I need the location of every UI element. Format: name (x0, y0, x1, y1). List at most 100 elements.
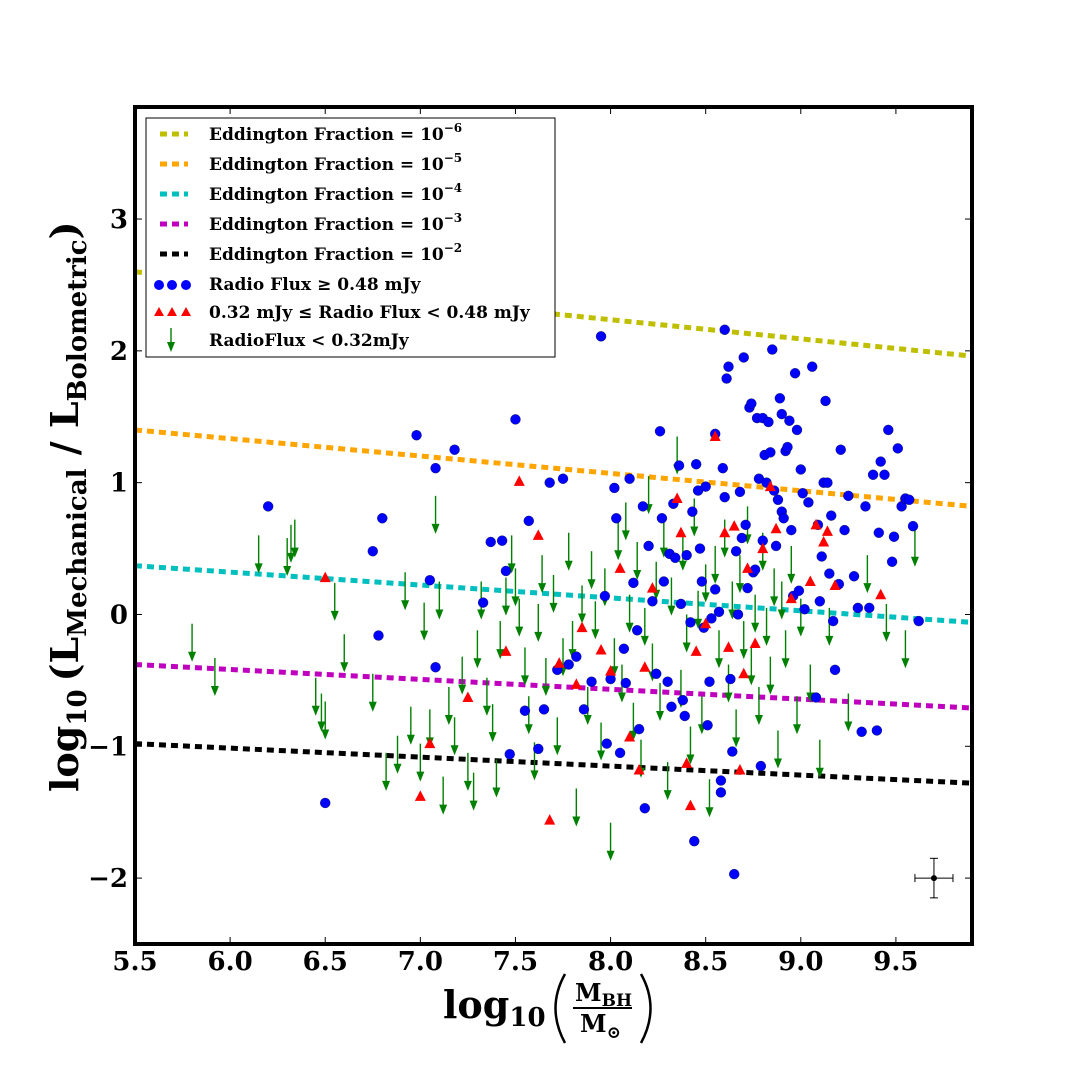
data-point-triangle (738, 668, 749, 679)
data-point-circle (695, 544, 705, 554)
data-point-circle (609, 483, 619, 493)
data-point-upper-limit (633, 542, 641, 580)
data-point-circle (798, 488, 808, 498)
arrow-head (614, 550, 622, 560)
arrow-head (515, 627, 523, 637)
data-point-upper-limit (521, 647, 529, 685)
arrow-head (679, 561, 687, 571)
arrow-head (588, 579, 596, 589)
data-point-circle (520, 706, 530, 716)
data-point-triangle (719, 527, 730, 538)
data-point-upper-limit (211, 658, 219, 696)
data-point-circle (663, 677, 673, 687)
data-point-upper-limit (515, 599, 523, 637)
data-point-upper-limit (401, 572, 409, 610)
data-point-upper-limit (439, 777, 447, 815)
arrow-head (511, 596, 519, 606)
data-point-upper-limit (763, 608, 771, 646)
data-point-circle (539, 704, 549, 714)
legend: Eddington Fraction = 10−6Eddington Fract… (146, 118, 555, 357)
data-point-circle (733, 609, 743, 619)
arrow-head (702, 592, 710, 602)
data-point-circle (879, 470, 889, 480)
x-tick-label: 6.0 (207, 947, 252, 977)
data-point-circle (685, 617, 695, 627)
data-point-circle (794, 586, 804, 596)
error-bar-center (931, 875, 937, 881)
data-point-circle (889, 532, 899, 542)
data-point-circle (803, 497, 813, 507)
data-point-upper-limit (572, 788, 580, 826)
legend-label-text: Eddington Fraction = 10 (209, 125, 444, 145)
data-point-upper-limit (331, 583, 339, 621)
arrow-head (755, 715, 763, 725)
data-point-circle (647, 596, 657, 606)
arrow-head (641, 636, 649, 646)
data-point-circle (701, 482, 711, 492)
data-point-circle (425, 575, 435, 585)
data-point-circle (743, 583, 753, 593)
data-point-circle (478, 598, 488, 608)
data-point-circle (737, 533, 747, 543)
legend-label: Eddington Fraction = 10−3 (209, 211, 462, 235)
data-points-layer (188, 325, 924, 879)
data-point-circle (678, 695, 688, 705)
y-axis-title-sub-bolometric: Bolometric (63, 239, 93, 401)
legend-label: Eddington Fraction = 10−5 (209, 151, 462, 175)
data-point-circle (676, 599, 686, 609)
arrow-head (550, 603, 558, 613)
arrow-head (797, 627, 805, 637)
data-point-circle (510, 414, 520, 424)
data-point-circle (505, 749, 515, 759)
data-point-circle (564, 660, 574, 670)
data-point-circle (811, 693, 821, 703)
arrow-head (782, 658, 790, 668)
y-tick-label: 1 (110, 469, 128, 499)
arrow-head (420, 631, 428, 641)
data-point-circle (773, 495, 783, 505)
data-point-upper-limit (778, 582, 786, 620)
data-point-upper-limit (451, 717, 459, 755)
arrow-head (778, 610, 786, 620)
y-axis-title: log10(LMechanical / LBolometric) (42, 221, 93, 792)
data-point-upper-limit (553, 717, 561, 755)
arrow-head (542, 686, 550, 696)
arrow-head (331, 611, 339, 621)
data-point-upper-limit (614, 522, 622, 560)
data-point-upper-limit (458, 657, 466, 695)
data-point-circle (545, 478, 555, 488)
arrow-head (911, 557, 919, 567)
data-point-upper-limit (188, 624, 196, 662)
data-point-upper-limit (911, 529, 919, 567)
y-tick-label: 2 (110, 337, 128, 367)
arrow-head (618, 693, 626, 703)
arrow-head (477, 610, 485, 620)
data-point-circle (756, 761, 766, 771)
data-point-circle (800, 604, 810, 614)
arrow-head (489, 732, 497, 742)
data-point-circle (765, 447, 775, 457)
arrow-head (470, 801, 478, 811)
data-point-circle (450, 445, 460, 455)
arrow-head (416, 772, 424, 782)
data-point-upper-limit (420, 603, 428, 641)
eddington-line (135, 744, 972, 784)
data-point-upper-limit (740, 621, 748, 659)
x-axis-title: log10 MBH M⊙ (443, 974, 651, 1043)
data-point-triangle (734, 764, 745, 775)
data-point-circle (735, 487, 745, 497)
data-point-circle (807, 362, 817, 372)
data-point-circle (739, 352, 749, 362)
svg-text:M⊙: M⊙ (580, 1009, 621, 1043)
data-point-circle (579, 704, 589, 714)
data-point-circle (263, 501, 273, 511)
data-point-upper-limit (747, 647, 755, 685)
data-point-circle (666, 702, 676, 712)
arrow-head (530, 770, 538, 780)
data-point-circle (826, 511, 836, 521)
arrow-head (565, 561, 573, 571)
data-point-circle (822, 478, 832, 488)
data-point-circle (558, 474, 568, 484)
y-axis-title-sub: 10 (63, 689, 93, 725)
data-point-circle (674, 461, 684, 471)
